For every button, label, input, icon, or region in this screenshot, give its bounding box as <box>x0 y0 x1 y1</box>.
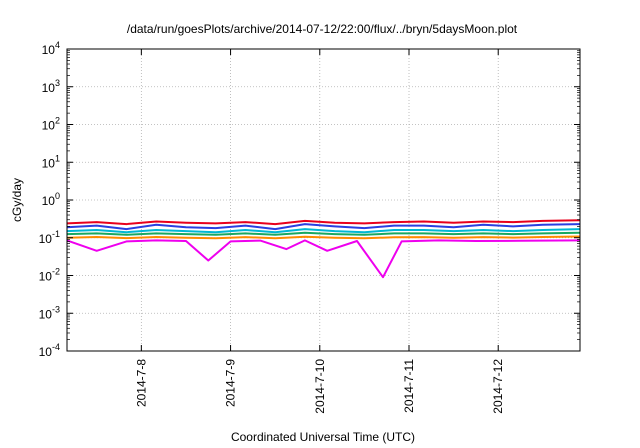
grid <box>67 49 580 351</box>
y-tick-label: 10-4 <box>39 342 60 359</box>
y-axis-title: cGy/day <box>10 178 24 222</box>
series-line-1 <box>66 219 581 226</box>
plot-frame <box>66 48 581 352</box>
series-line-2 <box>66 223 581 231</box>
y-tick-label: 104 <box>42 40 60 57</box>
x-tick-label: 2014-7-12 <box>491 359 505 414</box>
x-axis-title: Coordinated Universal Time (UTC) <box>231 430 415 444</box>
chart-title: /data/run/goesPlots/archive/2014-07-12/2… <box>127 22 518 36</box>
x-tick-label: 2014-7-11 <box>402 359 416 413</box>
series-line-6 <box>66 239 581 279</box>
series-lines <box>66 219 581 279</box>
y-tick-label: 10-1 <box>39 229 60 246</box>
y-tick-label: 101 <box>42 153 60 170</box>
x-tick-label: 2014-7-8 <box>134 359 148 407</box>
y-tick-label: 10-2 <box>39 267 60 284</box>
series-line-3 <box>66 228 581 234</box>
y-tick-label: 100 <box>42 191 60 208</box>
x-tick-label: 2014-7-10 <box>313 359 327 414</box>
x-tick-label: 2014-7-9 <box>224 359 238 407</box>
x-axis-ticks: 2014-7-8 2014-7-9 2014-7-10 2014-7-11 2014-7… <box>134 49 505 414</box>
y-tick-label: 103 <box>42 78 60 95</box>
series-line-4 <box>66 231 581 236</box>
y-tick-label: 10-3 <box>39 304 60 321</box>
series-line-5 <box>66 235 581 240</box>
y-axis-ticks: 10-4 10-3 10-2 10-1 100 101 102 103 104 <box>39 40 580 359</box>
y-tick-label: 102 <box>42 116 60 133</box>
